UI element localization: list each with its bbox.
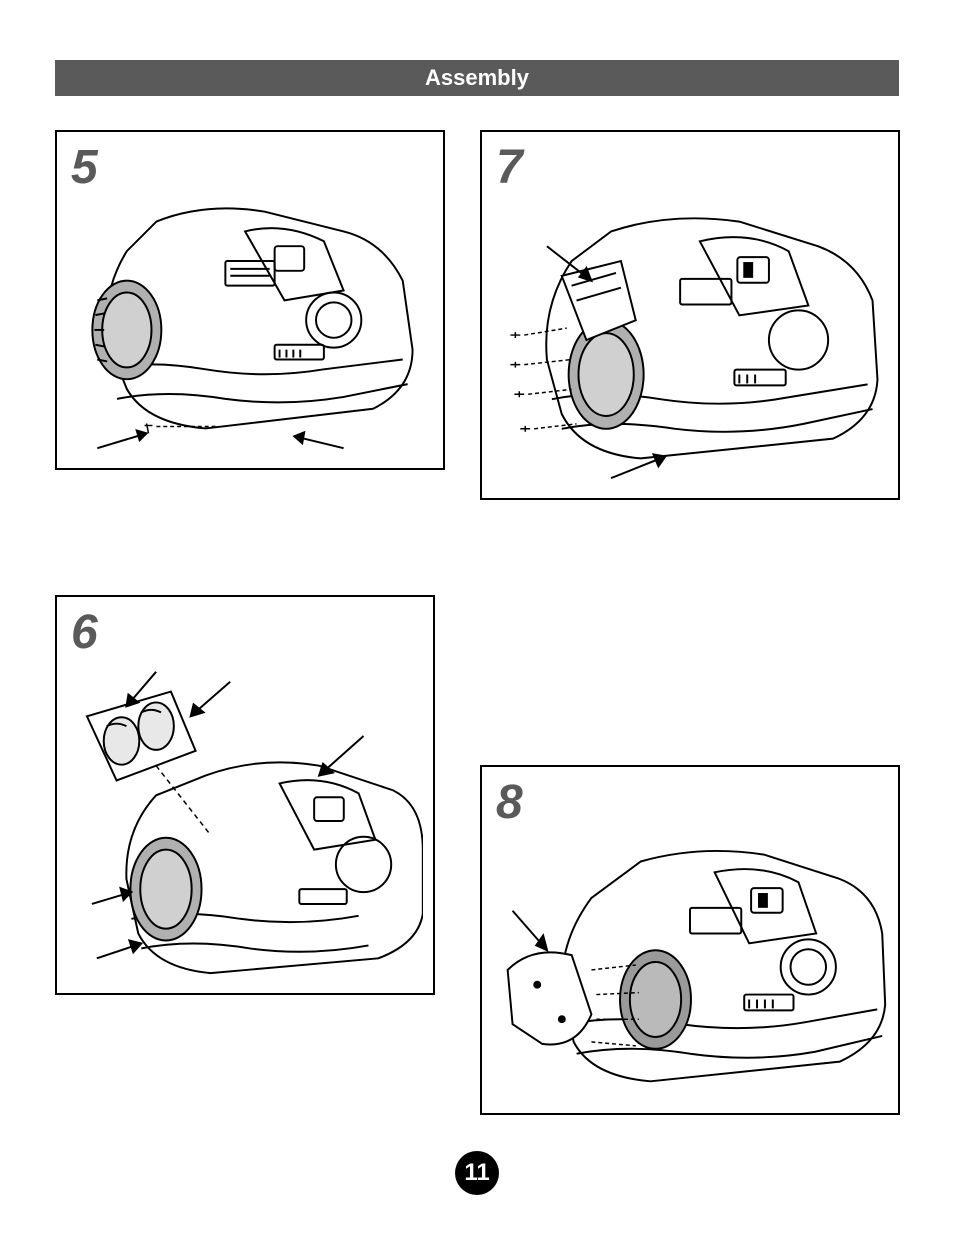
device-lineart-7 bbox=[492, 192, 888, 488]
assembly-panel-5: 5 bbox=[55, 130, 445, 470]
illustration-step-7 bbox=[492, 192, 888, 488]
page-number-badge: 11 bbox=[455, 1151, 499, 1195]
illustration-step-8 bbox=[492, 827, 888, 1103]
device-lineart-6 bbox=[67, 657, 423, 983]
section-title: Assembly bbox=[425, 65, 529, 91]
section-header-bar: Assembly bbox=[55, 60, 899, 96]
device-lineart-5 bbox=[67, 192, 433, 458]
assembly-panel-6: 6 bbox=[55, 595, 435, 995]
step-number-6: 6 bbox=[71, 605, 98, 660]
illustration-step-5 bbox=[67, 192, 433, 458]
assembly-panel-7: 7 bbox=[480, 130, 900, 500]
device-lineart-8 bbox=[492, 827, 888, 1103]
step-number-5: 5 bbox=[71, 140, 98, 195]
illustration-step-6 bbox=[67, 657, 423, 983]
step-number-7: 7 bbox=[496, 140, 523, 195]
page-number: 11 bbox=[464, 1159, 489, 1187]
step-number-8: 8 bbox=[496, 775, 523, 830]
assembly-panel-8: 8 bbox=[480, 765, 900, 1115]
